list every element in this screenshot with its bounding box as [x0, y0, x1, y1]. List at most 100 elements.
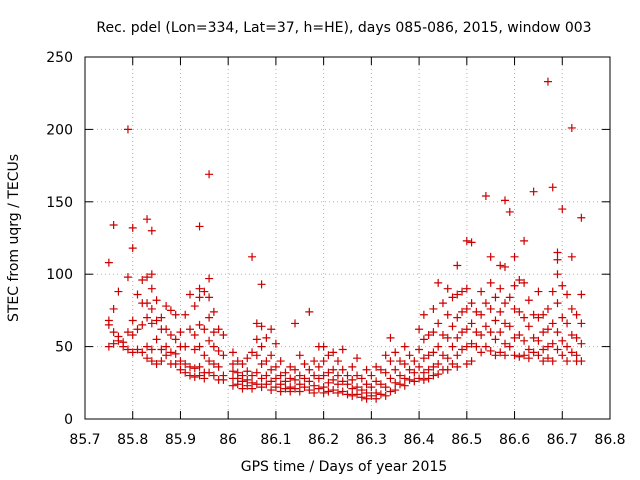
data-point	[486, 304, 495, 313]
data-point	[333, 388, 342, 397]
data-point	[319, 388, 328, 397]
data-point	[257, 322, 266, 331]
data-point	[181, 368, 190, 377]
data-point	[491, 335, 500, 344]
data-point	[472, 307, 481, 316]
data-point	[520, 236, 529, 245]
data-point	[252, 351, 261, 360]
data-point	[205, 357, 214, 366]
data-point	[157, 357, 166, 366]
data-point	[133, 325, 142, 334]
data-point	[171, 359, 180, 368]
data-point	[438, 331, 447, 340]
data-point	[286, 362, 295, 371]
data-point	[391, 365, 400, 374]
data-point	[238, 384, 247, 393]
data-point	[496, 348, 505, 357]
data-point	[501, 299, 509, 308]
data-point	[104, 320, 113, 329]
data-point	[295, 351, 304, 360]
data-point	[419, 335, 428, 344]
data-point	[143, 215, 152, 224]
data-point	[333, 371, 342, 380]
data-point	[228, 359, 237, 368]
data-point	[276, 380, 285, 389]
data-point	[262, 380, 271, 389]
data-point	[128, 223, 137, 232]
data-point	[458, 307, 467, 316]
data-point	[481, 322, 490, 331]
data-point	[524, 296, 533, 305]
data-point	[271, 362, 280, 371]
data-point	[138, 320, 147, 329]
data-point	[276, 371, 285, 380]
data-point	[228, 381, 237, 390]
data-point	[467, 357, 476, 366]
data-point	[510, 351, 519, 360]
x-tick-label: 86.6	[499, 432, 530, 448]
data-point	[286, 374, 295, 383]
data-point	[104, 258, 113, 267]
data-point	[462, 342, 471, 351]
data-point	[396, 371, 404, 380]
data-point	[209, 328, 218, 337]
data-point	[295, 387, 304, 396]
data-point	[486, 328, 495, 337]
data-point	[243, 367, 252, 376]
data-point	[543, 342, 552, 351]
x-tick-labels: 85.7 85.8 85.9 86 86.1 86.2 86.3 86.4 86.5 86.6 86…	[69, 432, 625, 448]
data-point	[343, 371, 352, 380]
data-point	[123, 328, 132, 337]
data-point	[286, 387, 295, 396]
data-point	[114, 287, 123, 296]
data-point	[305, 307, 314, 316]
grid-lines	[85, 57, 610, 419]
data-point	[109, 328, 118, 337]
data-point	[443, 354, 452, 363]
data-point	[434, 342, 443, 351]
data-point	[524, 354, 533, 363]
data-point	[319, 342, 328, 351]
data-point	[415, 325, 424, 334]
data-point	[128, 331, 137, 340]
data-point	[143, 354, 152, 363]
data-point	[186, 362, 194, 371]
data-point	[128, 348, 137, 357]
data-point	[143, 313, 152, 322]
data-point	[453, 290, 462, 299]
data-point	[467, 339, 476, 348]
data-point	[348, 391, 357, 400]
data-point	[338, 387, 347, 396]
data-point	[563, 342, 572, 351]
data-point	[472, 342, 481, 351]
data-point	[228, 367, 237, 376]
data-point	[563, 290, 572, 299]
data-point	[329, 375, 338, 384]
data-point	[543, 325, 552, 334]
data-point	[357, 374, 366, 383]
data-point	[467, 319, 476, 328]
data-point	[348, 362, 357, 371]
data-point	[529, 348, 538, 357]
data-point	[295, 380, 304, 389]
data-point	[443, 310, 452, 319]
data-point	[314, 384, 323, 393]
data-point	[104, 342, 113, 351]
y-tick-label: 250	[46, 50, 73, 66]
data-point	[543, 77, 552, 86]
data-point	[558, 336, 567, 345]
data-point	[505, 342, 514, 351]
data-point	[257, 359, 266, 368]
data-point	[429, 371, 438, 380]
data-point	[400, 381, 409, 390]
data-point	[324, 387, 333, 396]
data-point	[472, 328, 481, 337]
data-point	[305, 377, 314, 386]
data-point	[548, 287, 557, 296]
data-point	[109, 220, 118, 229]
data-point	[429, 304, 438, 313]
data-point	[477, 348, 486, 357]
data-point	[539, 328, 548, 337]
data-point	[481, 299, 490, 308]
data-point	[205, 368, 214, 377]
